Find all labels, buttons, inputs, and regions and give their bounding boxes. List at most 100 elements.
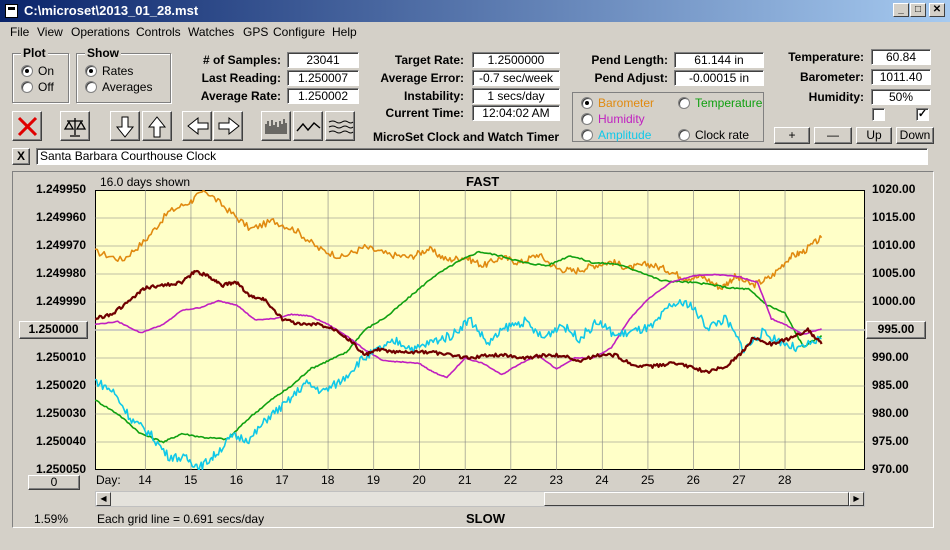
radio-dot [581,129,593,141]
overlay-clock-rate-radio[interactable]: Clock rate [678,128,749,142]
series-line-clock-rate [95,269,823,374]
balance-scale-icon [63,118,87,137]
left-scale-button[interactable]: 1.250000 [19,321,88,339]
menu-bar: File View Operations Controls Watches GP… [0,22,950,42]
overlay-temperature-radio[interactable]: Temperature [678,96,762,110]
series-line-amplitude [95,299,822,470]
show-averages-radio[interactable]: Averages [85,80,152,94]
description-field[interactable]: Santa Barbara Courthouse Clock [36,148,928,165]
overlay-amplitude-label: Amplitude [598,128,652,142]
option-checkbox-1[interactable] [872,108,885,121]
temperature-label: Temperature: [788,50,864,64]
show-rates-radio[interactable]: Rates [85,64,133,78]
close-window-button[interactable]: ✕ [929,3,945,17]
scale-down-button[interactable]: Down [896,127,934,144]
scale-up-button[interactable]: Up [856,127,892,144]
menu-configure[interactable]: Configure [273,25,326,39]
menu-gps[interactable]: GPS [243,25,269,39]
series-line-humidity [95,273,822,379]
percent-label: 1.59% [34,512,69,526]
last-reading-field: 1.250007 [287,70,359,86]
line-view-button[interactable] [293,111,323,141]
balance-button[interactable] [60,111,90,141]
window-title: C:\microset\2013_01_28.mst [24,3,199,18]
arrow-right-icon [218,116,240,136]
series-line-barometer [95,190,823,291]
arrow-down-button[interactable] [110,111,140,141]
scroll-left-button[interactable]: ◀ [96,492,111,506]
pend-length-label: Pend Length: [591,53,668,67]
right-scale-button[interactable]: 995.00 [866,321,926,339]
wave-view-button[interactable] [325,111,355,141]
x-tick-label: 18 [321,473,335,487]
left-tick-label: 1.250050 [35,462,86,476]
horizontal-scrollbar[interactable]: ◀ ▶ [95,491,865,507]
radio-dot [21,81,33,93]
right-tick-label: 990.00 [872,350,909,364]
menu-file[interactable]: File [10,25,30,39]
line-graph-icon [296,122,321,132]
average-error-field: -0.7 sec/week [472,70,560,86]
plot-group: Plot On Off [12,46,69,103]
series-line-temperature [95,250,823,444]
days-shown-label: 16.0 days shown [100,175,191,189]
clear-button[interactable] [12,111,42,141]
clear-description-button[interactable]: X [12,148,30,165]
overlay-humidity-radio[interactable]: Humidity [581,112,645,126]
x-tick-label: 24 [595,473,609,487]
arrow-down-icon [115,116,135,138]
right-tick-label: 970.00 [872,462,909,476]
scale-plus-button[interactable]: + [774,127,810,144]
left-tick-label: 1.249950 [35,182,86,196]
arrow-left-button[interactable] [182,111,212,141]
red-x-icon [17,116,38,137]
radio-dot [581,97,593,109]
pend-length-field: 61.144 in [674,52,764,68]
barometer-label: Barometer: [799,70,864,84]
scroll-thumb[interactable] [544,492,849,506]
show-rates-label: Rates [102,64,134,78]
x-tick-label: 21 [458,473,472,487]
right-tick-label: 1005.00 [872,266,916,280]
arrow-right-button[interactable] [213,111,243,141]
option-checkbox-2[interactable]: ✓ [916,108,929,121]
samples-label: # of Samples: [202,53,281,67]
menu-controls[interactable]: Controls [136,25,181,39]
left-tick-label: 1.249990 [35,294,86,308]
scale-minus-button[interactable]: — [814,127,852,144]
radio-dot [85,81,97,93]
x-tick-label: 17 [275,473,289,487]
instability-label: Instability: [403,89,464,103]
humidity-label: Humidity: [808,90,864,104]
minimize-button[interactable]: _ [893,3,909,17]
arrow-up-button[interactable] [142,111,172,141]
app-icon [5,4,18,18]
right-tick-label: 975.00 [872,434,909,448]
chart-plot-area[interactable] [95,190,865,470]
left-tick-label: 1.250040 [35,434,86,448]
bars-view-button[interactable] [261,111,291,141]
chart-footer: SLOW [466,511,505,526]
grid-note-label: Each grid line = 0.691 secs/day [97,512,265,526]
overlay-clock-rate-label: Clock rate [695,128,750,142]
current-time-field: 12:04:02 AM [472,105,560,121]
radio-dot [21,65,33,77]
average-rate-label: Average Rate: [200,89,281,103]
menu-operations[interactable]: Operations [71,25,130,39]
right-tick-label: 1015.00 [872,210,916,224]
scroll-right-button[interactable]: ▶ [849,492,864,506]
barometer-field: 1011.40 [871,69,931,85]
overlay-barometer-radio[interactable]: Barometer [581,96,654,110]
average-rate-field: 1.250002 [287,88,359,104]
plot-on-radio[interactable]: On [21,64,54,78]
plot-off-radio[interactable]: Off [21,80,54,94]
humidity-field: 50% [871,89,931,105]
right-tick-label: 1000.00 [872,294,916,308]
maximize-button[interactable]: □ [910,3,926,17]
menu-view[interactable]: View [37,25,63,39]
menu-help[interactable]: Help [332,25,357,39]
offset-zero-button[interactable]: 0 [28,475,80,490]
overlay-amplitude-radio[interactable]: Amplitude [581,128,651,142]
menu-watches[interactable]: Watches [188,25,235,39]
day-axis-label: Day: [96,473,121,487]
